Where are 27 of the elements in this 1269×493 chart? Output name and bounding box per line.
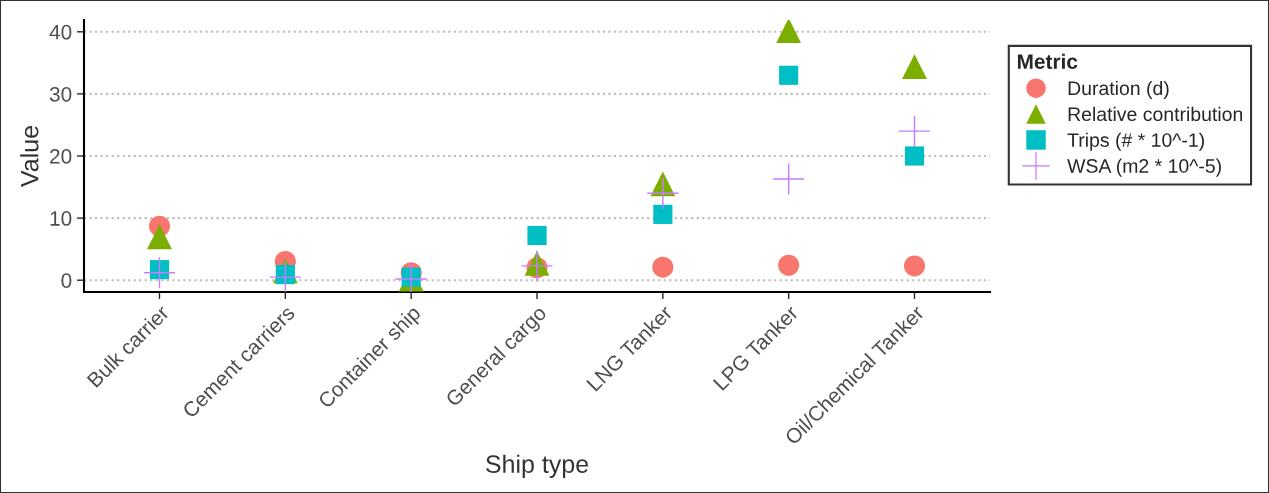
point — [652, 256, 674, 278]
point — [776, 20, 802, 43]
point — [902, 54, 927, 79]
legend-label: WSA (m2 * 10^-5) — [1067, 158, 1221, 177]
point — [147, 224, 172, 250]
legend-label: Duration (d) — [1068, 80, 1169, 99]
point — [898, 115, 931, 147]
point — [903, 255, 926, 277]
point — [527, 225, 547, 246]
y-tick-label: 20 — [50, 149, 72, 164]
legend-title: Metric — [1017, 53, 1078, 69]
point — [653, 204, 673, 224]
point — [773, 163, 805, 195]
x-axis-title: Ship type — [486, 454, 589, 478]
y-tick-label: 30 — [49, 86, 72, 102]
point — [521, 250, 553, 282]
y-tick-label: 10 — [50, 211, 72, 226]
legend-label: Trips (# * 10^-1) — [1067, 132, 1204, 151]
y-tick-label: 0 — [61, 273, 72, 288]
point — [778, 254, 800, 276]
point — [647, 177, 679, 209]
y-axis-title: Value — [20, 126, 39, 187]
point — [779, 65, 799, 85]
y-tick-label: 40 — [49, 24, 72, 40]
point — [269, 261, 301, 292]
point — [904, 146, 925, 166]
legend-label: Relative contribution — [1068, 106, 1243, 122]
